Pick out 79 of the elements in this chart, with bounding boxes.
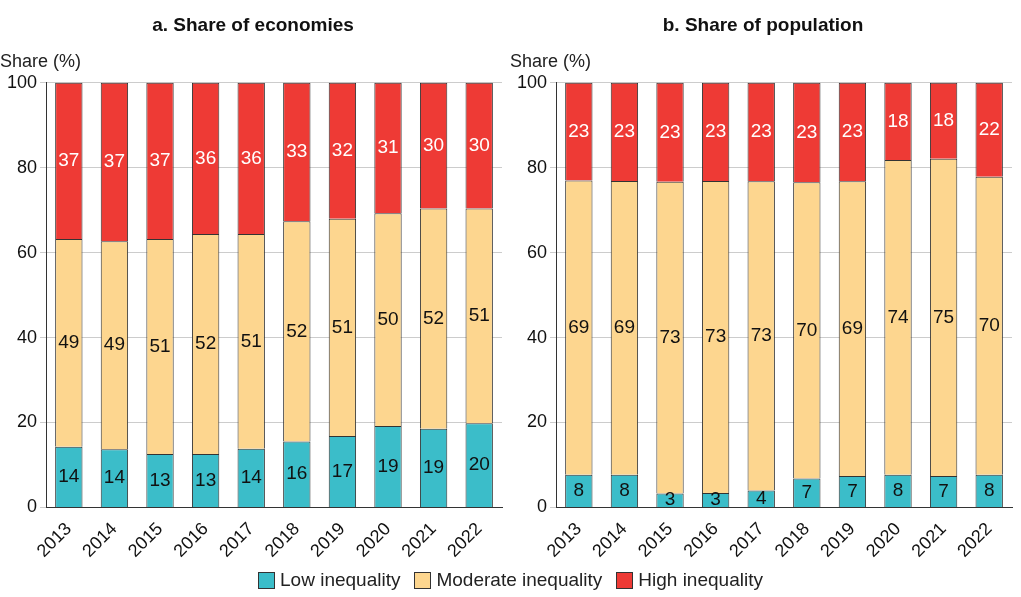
- data-label: 3: [664, 488, 676, 510]
- y-tick-label: 60: [17, 241, 38, 262]
- data-label: 8: [892, 479, 904, 501]
- data-label: 51: [468, 304, 490, 326]
- data-label: 19: [423, 456, 445, 478]
- data-label: 73: [705, 325, 727, 347]
- y-tick-label: 80: [17, 156, 38, 177]
- y-axis-title: Share (%): [0, 50, 82, 71]
- data-label: 52: [423, 306, 445, 328]
- data-label: 23: [841, 120, 863, 142]
- data-label: 30: [468, 133, 490, 155]
- data-label: 69: [613, 316, 635, 338]
- data-label: 23: [568, 119, 590, 141]
- y-tick-label: 20: [527, 411, 548, 432]
- data-label: 7: [938, 479, 949, 501]
- y-tick-label: 0: [27, 496, 38, 517]
- data-label: 23: [613, 120, 635, 142]
- data-label: 23: [705, 120, 727, 142]
- data-label: 36: [240, 146, 262, 168]
- data-label: 51: [149, 334, 171, 356]
- y-tick-label: 0: [537, 496, 548, 517]
- data-label: 18: [887, 109, 909, 131]
- y-tick-label: 100: [516, 71, 548, 92]
- data-label: 33: [286, 140, 308, 162]
- data-label: 22: [978, 117, 1000, 139]
- data-label: 73: [659, 325, 681, 347]
- data-label: 13: [149, 468, 171, 490]
- data-label: 23: [659, 120, 681, 142]
- data-label: 8: [619, 479, 630, 501]
- data-label: 30: [423, 133, 445, 155]
- data-label: 7: [801, 480, 813, 502]
- data-label: 49: [58, 331, 80, 353]
- data-label: 32: [331, 138, 353, 160]
- y-tick-label: 60: [527, 241, 548, 262]
- y-tick-label: 100: [6, 71, 38, 92]
- y-tick-label: 40: [17, 326, 38, 347]
- data-label: 14: [103, 466, 126, 488]
- data-label: 13: [195, 468, 217, 490]
- legend-label: High inequality: [638, 569, 763, 591]
- data-label: 31: [377, 136, 399, 158]
- data-label: 70: [978, 313, 1000, 335]
- data-label: 69: [841, 316, 863, 338]
- data-label: 8: [573, 479, 585, 501]
- data-label: 18: [933, 109, 955, 131]
- data-label: 4: [755, 486, 767, 508]
- chart-title: a. Share of economies: [152, 13, 354, 35]
- y-tick-label: 40: [527, 326, 548, 347]
- data-label: 16: [286, 462, 308, 484]
- data-label: 3: [710, 488, 721, 510]
- data-label: 50: [377, 307, 399, 329]
- data-label: 36: [195, 146, 217, 168]
- y-tick-label: 20: [17, 411, 38, 432]
- data-label: 51: [240, 329, 262, 351]
- data-label: 14: [58, 465, 80, 487]
- data-label: 23: [750, 120, 772, 142]
- data-label: 37: [149, 149, 171, 171]
- data-label: 37: [103, 150, 125, 172]
- data-label: 73: [750, 324, 772, 346]
- data-label: 17: [331, 459, 353, 481]
- data-label: 70: [796, 318, 818, 340]
- data-label: 23: [796, 120, 818, 142]
- data-label: 14: [240, 466, 263, 488]
- data-label: 20: [468, 453, 490, 475]
- y-tick-label: 80: [527, 156, 548, 177]
- data-label: 51: [331, 315, 353, 337]
- data-label: 74: [887, 305, 909, 327]
- legend-label: Moderate inequality: [436, 569, 603, 591]
- data-label: 37: [58, 149, 80, 171]
- y-axis-title: Share (%): [510, 50, 592, 71]
- legend-label: Low inequality: [280, 569, 401, 591]
- data-label: 52: [286, 319, 308, 341]
- data-label: 69: [568, 315, 590, 337]
- chart-title: b. Share of population: [662, 13, 864, 35]
- data-label: 75: [933, 305, 955, 327]
- data-label: 49: [103, 333, 125, 355]
- data-label: 7: [847, 479, 858, 501]
- data-label: 52: [195, 332, 217, 354]
- data-label: 8: [983, 479, 995, 501]
- data-label: 19: [377, 454, 399, 476]
